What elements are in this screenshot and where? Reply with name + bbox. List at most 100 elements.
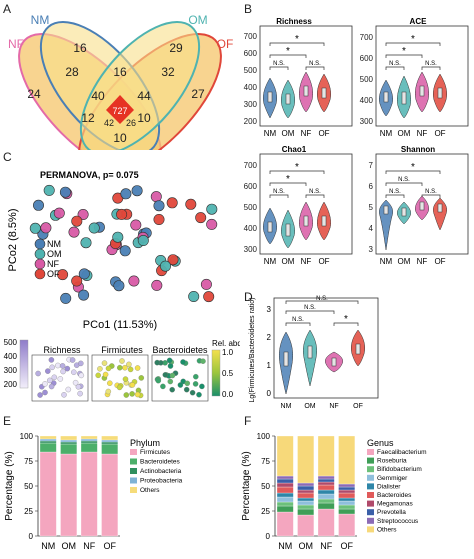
pcoa-panel: PERMANOVA, p= 0.075 PCo2 (8.5%) PCo1 (11… — [4, 170, 240, 402]
panel-label-f: F — [244, 414, 252, 428]
legend-swatch — [367, 457, 374, 464]
venn-core-region — [106, 95, 134, 124]
sig-label: * — [286, 174, 290, 185]
mini-map-dot — [155, 377, 162, 384]
venn-label-of: OF — [217, 37, 234, 51]
panel-label-d: D — [244, 290, 253, 304]
tick-label: 100 — [257, 432, 271, 441]
bar-segment — [317, 502, 335, 510]
venn-region: 27 — [191, 87, 205, 101]
tick-label: 3 — [369, 245, 374, 254]
bar-segment — [338, 483, 356, 488]
violin-panel: Richness 700 600 500 400 300 200 N.S. N.… — [244, 17, 469, 266]
category-label: NM — [41, 541, 55, 551]
bar-segment — [276, 482, 294, 488]
bar-segment — [60, 453, 78, 537]
mini-map-dot — [177, 382, 184, 388]
mini-map-dot — [129, 391, 135, 397]
group-label: NM — [380, 129, 393, 138]
legend-label: Firmicutes — [140, 449, 171, 456]
group-label: OM — [398, 257, 411, 266]
tick-label: 500 — [244, 203, 258, 212]
y-axis-label: Percentage (%) — [241, 451, 252, 520]
legend-swatch — [367, 449, 374, 455]
bar-segment — [338, 497, 356, 502]
bar-segment — [338, 508, 356, 515]
tick-label: 300 — [244, 245, 258, 254]
pcoa-point — [68, 226, 80, 238]
mini-map-dot — [42, 389, 48, 396]
tick-label: 3 — [267, 305, 272, 314]
mini-map-dot — [123, 392, 130, 398]
bar-segment — [80, 451, 98, 537]
violin-plot-shannon: Shannon 7 6 5 4 3 N.S. N.S. N.S. * NM OM… — [369, 145, 469, 266]
legend-label: NF — [47, 259, 59, 269]
mini-map-dot — [127, 366, 134, 373]
legend-label: Streptococcus — [377, 518, 419, 525]
venn-label-nf: NF — [8, 37, 24, 51]
group-label: OF — [434, 257, 445, 266]
venn-diagram: NM OM NF OF 16 29 28 16 32 24 40 44 27 7… — [8, 13, 234, 150]
mini-map-dot — [49, 364, 55, 371]
mini-map-dot — [47, 377, 53, 384]
venn-ellipse-om — [79, 21, 201, 150]
tick-label: 500 — [4, 338, 18, 347]
pcoa-points — [29, 184, 218, 304]
venn-region: 24 — [27, 87, 41, 101]
bar-segment — [60, 435, 78, 441]
group-label: NM — [264, 129, 277, 138]
mini-map-dot — [65, 386, 72, 393]
pcoa-point — [188, 291, 200, 303]
tick-label: 600 — [244, 49, 258, 58]
pcoa-point — [137, 235, 149, 247]
tick-label: 400 — [244, 224, 258, 233]
legend-label: NM — [47, 239, 61, 249]
panel-label-e: E — [3, 414, 12, 428]
pcoa-point — [53, 207, 65, 219]
fb-ratio-panel: Lg(Firmicutes/Bacteroidetes ratio) 3 2 1… — [249, 296, 379, 410]
category-label: NF — [320, 541, 332, 551]
bar-segment — [276, 478, 294, 484]
venn-ellipses — [18, 21, 222, 150]
bar-segment — [60, 441, 78, 445]
tick-label: 75 — [261, 457, 270, 466]
tick-label: 600 — [244, 182, 258, 191]
bar-segment — [317, 475, 335, 480]
violin-title: Chao1 — [282, 145, 307, 154]
tick-label: 400 — [360, 96, 374, 105]
bar-segment — [297, 482, 315, 487]
bar-segment — [297, 492, 315, 499]
category-label: OM — [299, 541, 314, 551]
bar-segment — [39, 435, 57, 440]
pcoa-point — [160, 260, 172, 272]
mini-map-dot — [189, 389, 196, 396]
tick-label: 0 — [29, 532, 34, 541]
violin-of — [433, 197, 447, 231]
mini-map-dot — [154, 359, 160, 366]
mini-map-dot — [101, 360, 108, 366]
bar-segment — [297, 504, 315, 510]
legend-title: Genus — [367, 438, 394, 448]
sig-label: * — [286, 46, 290, 57]
tick-label: 200 — [4, 380, 18, 389]
bar-segment — [297, 508, 315, 516]
pcoa-ylabel: PCo2 (8.5%) — [7, 209, 19, 272]
mini-map-dot — [167, 363, 174, 369]
pcoa-point — [77, 208, 89, 220]
richness-colorbar: 500 400 300 200 — [4, 338, 29, 389]
mini-map-dot — [72, 379, 79, 386]
mini-map-dot — [116, 384, 123, 391]
mini-map-dot — [196, 391, 202, 398]
stacked-bar-phylum: 0 25 50 75 100 Percentage (%) NM OM NF OF PhylumFi… — [4, 432, 183, 551]
tick-label: 300 — [360, 117, 374, 126]
stacked-bar-genus: 0 25 50 75 100 Percentage (%) NM OM NF OF GenusFae… — [241, 432, 427, 551]
bar-segment — [276, 496, 294, 503]
sig-label: N.S. — [273, 61, 285, 67]
mini-map-dot — [78, 372, 85, 379]
group-label: NF — [417, 257, 428, 266]
legend-swatch — [130, 477, 137, 484]
mini-title: Richness — [43, 345, 81, 355]
legend-swatch — [367, 474, 374, 481]
sig-label: N.S. — [309, 61, 321, 67]
bar-segment — [338, 486, 356, 491]
